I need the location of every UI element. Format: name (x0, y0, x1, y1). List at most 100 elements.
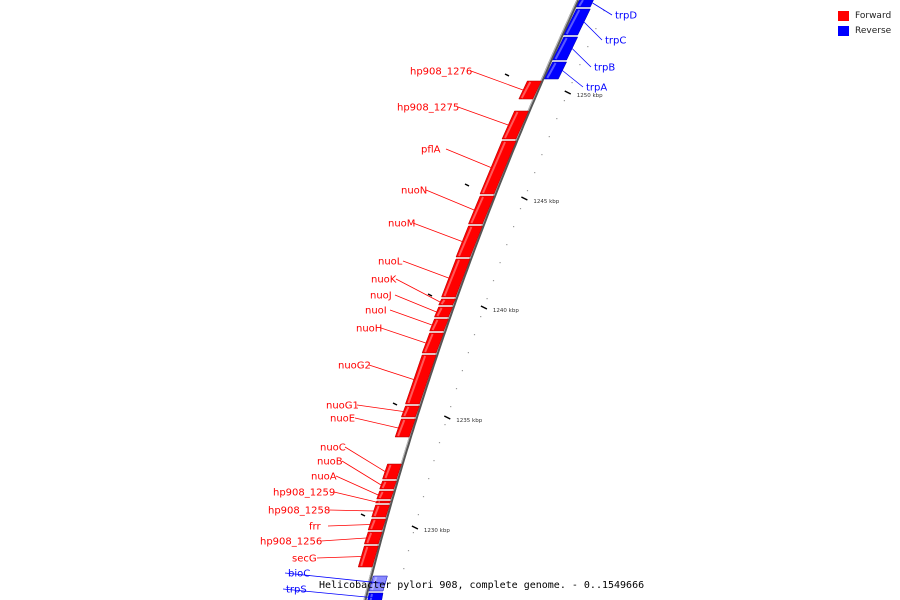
gene-block-shine (407, 355, 427, 404)
gene-block-nuoE (394, 418, 416, 438)
guide-dot (563, 100, 565, 102)
legend-reverse-label: Reverse (855, 25, 892, 36)
gene-block-shine (436, 307, 443, 317)
boundary-marker (504, 73, 510, 77)
gene-label-nuoA: nuoA (311, 472, 337, 483)
guide-dot (541, 154, 543, 156)
gene-block-shine (546, 62, 557, 79)
guide-dot (556, 118, 558, 120)
reverse-swatch (838, 25, 849, 36)
gene-leader-line (571, 48, 592, 68)
gene-block-shine (384, 464, 392, 479)
gene-label-nuoK: nuoK (371, 275, 397, 286)
guide-dot (579, 64, 581, 66)
guide-dot (450, 406, 452, 408)
gene-label-nuoH: nuoH (356, 324, 382, 335)
forward-swatch (838, 10, 849, 21)
gene-leader-line (344, 446, 386, 472)
legend-forward-label: Forward (855, 10, 892, 21)
gene-label-nuoI: nuoI (365, 306, 387, 317)
gene-block-shine (458, 226, 473, 257)
gene-label-hp908_1256: hp908_1256 (260, 537, 322, 548)
gene-block-nuoN (468, 195, 495, 225)
scale-tick-label: 1230 kbp (424, 528, 450, 534)
gene-block-nuoM (455, 225, 483, 258)
gene-label-nuoG1: nuoG1 (326, 401, 359, 412)
gene-leader-line (335, 475, 379, 496)
gene-block-hp908_1258 (371, 504, 390, 518)
gene-label-secG: secG (292, 554, 317, 565)
guide-dot (571, 82, 573, 84)
gene-block-hp908_1275 (501, 110, 529, 140)
gene-block-nuoG1 (400, 405, 420, 418)
gene-leader-line (327, 524, 370, 527)
guide-dot (412, 532, 414, 534)
gene-leader-line (402, 260, 449, 279)
gene-block-shine (470, 196, 484, 224)
guide-dot (403, 568, 405, 570)
gene-leader-line (457, 106, 509, 126)
guide-dot (473, 334, 476, 336)
gene-block-hp908_1259 (375, 500, 392, 504)
gene-leader-line (328, 509, 374, 512)
gene-block-nuoG2 (405, 354, 437, 405)
scale-tick-mark (564, 90, 572, 95)
gene-block-shine (565, 9, 581, 35)
gene-block-trpD (575, 0, 594, 8)
gene-block-nuoB (379, 480, 397, 490)
gene-label-frr: frr (309, 522, 321, 533)
guide-dot (407, 550, 410, 552)
gene-block-trpS (367, 592, 384, 600)
guide-dot (422, 496, 425, 498)
backbone-line (363, 0, 580, 600)
legend-reverse: Reverse (838, 23, 891, 38)
guide-dot (526, 190, 529, 192)
gene-label-nuoG2: nuoG2 (338, 361, 371, 372)
gene-block-shine (431, 319, 439, 331)
gene-leader-line (320, 537, 367, 542)
gene-label-hp908_1276: hp908_1276 (410, 67, 472, 78)
gene-block-nuoL (441, 258, 471, 298)
gene-features (357, 0, 594, 600)
gene-label-nuoJ: nuoJ (370, 291, 392, 302)
gene-label-nuoB: nuoB (317, 457, 343, 468)
gene-leader-line (425, 189, 475, 211)
gene-block-shine (378, 491, 384, 499)
gene-label-nuoM: nuoM (388, 219, 415, 230)
gene-label-nuoL: nuoL (378, 257, 403, 268)
scale-ticks: 1250 kbp 1245 kbp 1240 kbp 1235 kbp 1230 kbp (360, 73, 603, 534)
gene-block-nuoJ (434, 306, 453, 318)
gene-label-trpB: trpB (594, 63, 615, 74)
gene-block-shine (371, 576, 378, 591)
gene-block-frr (367, 518, 387, 531)
genome-caption: Helicobacter pylori 908, complete genome… (319, 580, 644, 591)
gene-block-nuoC (382, 463, 402, 480)
gene-leader-line (389, 309, 433, 326)
guide-dot (444, 424, 446, 426)
gene-block-shine (366, 532, 373, 544)
gene-block-nuoK (438, 298, 456, 306)
guide-dot (506, 244, 508, 246)
gene-label-trpA: trpA (586, 83, 607, 94)
boundary-marker (360, 513, 366, 517)
boundary-marker (392, 402, 398, 406)
gene-leader-line (470, 70, 524, 91)
scale-tick-label: 1250 kbp (577, 93, 603, 99)
gene-leader-line (316, 556, 362, 559)
gene-block-bioC (368, 575, 388, 592)
gene-block-shine (381, 481, 387, 489)
scale-tick-label: 1240 kbp (493, 308, 519, 314)
boundary-marker (427, 293, 433, 297)
gene-leader-line (368, 364, 414, 380)
gene-block-shine (554, 37, 568, 60)
scale-tick-label: 1235 kbp (456, 418, 482, 424)
legend-forward: Forward (838, 8, 891, 23)
genome-backbone (363, 0, 605, 600)
gene-leader-line (592, 2, 613, 16)
gene-block-hp908_1276 (518, 80, 542, 100)
gene-block-shine (578, 0, 584, 7)
gene-block-nuoI (429, 318, 449, 332)
guide-dot (519, 208, 522, 210)
gene-label-bioC: bioC (288, 569, 310, 580)
